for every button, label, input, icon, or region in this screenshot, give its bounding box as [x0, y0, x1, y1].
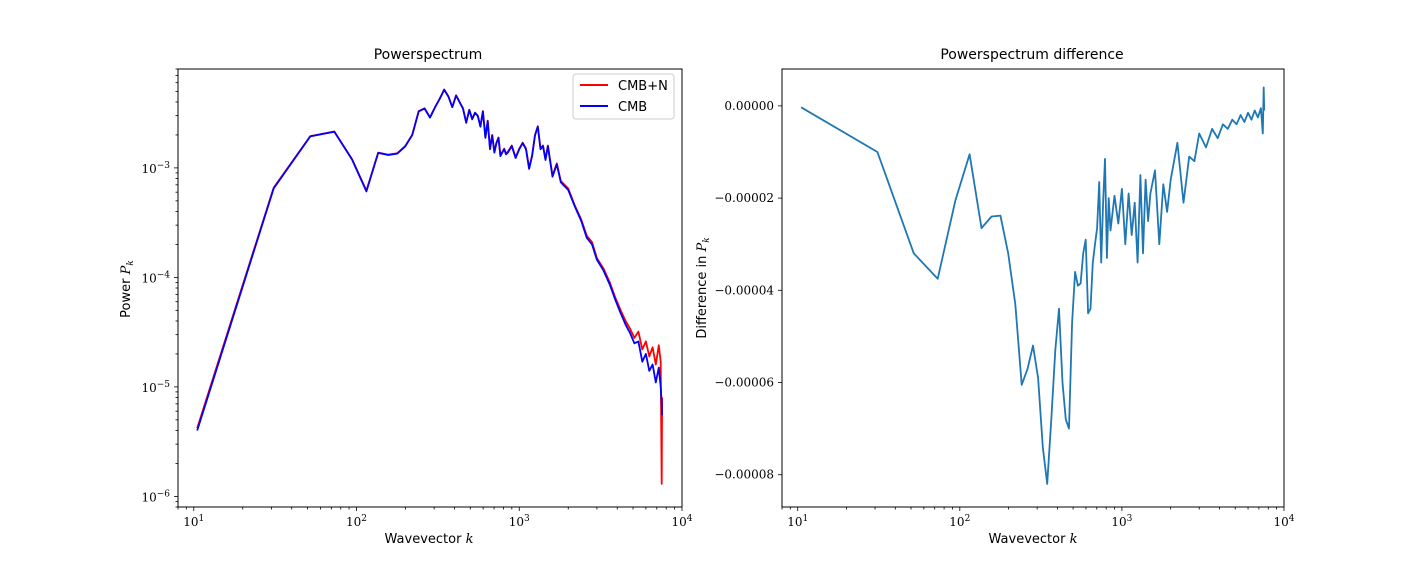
right-x-axis-label-symbol: k: [1070, 532, 1078, 547]
right-x-tick-label-base: 10: [949, 515, 964, 529]
left-y-axis-label-text: Power: [119, 274, 134, 317]
left-x-tick-label: 101: [183, 514, 204, 529]
right-x-tick-label: 102: [949, 514, 970, 529]
left-x-axis-label-text: Wavevector: [385, 532, 466, 547]
right-y-axis-label: Difference in Pk: [695, 237, 712, 338]
left-axes-frame: [177, 68, 683, 508]
right-y-tick-label: 0.00000: [724, 99, 774, 113]
left-chart: Powerspectrum 101 102 103 10410−610−510−410…: [119, 47, 693, 547]
left-y-tick-label: 10−6: [141, 489, 170, 504]
left-x-tick-label: 102: [346, 514, 367, 529]
right-x-tick-label: 101: [787, 514, 808, 529]
right-x-tick-label-exp: 4: [1289, 514, 1295, 524]
left-x-tick-label-exp: 3: [524, 514, 530, 524]
right-axes-frame: [781, 68, 1285, 508]
left-x-tick-label-base: 10: [509, 515, 524, 529]
left-y-axis-label-symbol: P: [119, 265, 134, 275]
left-y-tick-label-exp: −4: [157, 270, 171, 280]
left-x-tick-label-exp: 1: [199, 514, 205, 524]
left-x-axis-label-symbol: k: [466, 532, 474, 547]
left-y-tick-label: 10−3: [141, 161, 170, 176]
legend-label-cmb-n: CMB+N: [618, 79, 668, 94]
left-x-tick-label-base: 10: [183, 515, 198, 529]
left-y-axis-label: Power Pk: [119, 260, 136, 318]
right-x-tick-label-base: 10: [1273, 515, 1288, 529]
left-x-axis-label: Wavevector k: [385, 532, 474, 547]
left-y-tick-label: 10−5: [141, 380, 170, 395]
right-y-axis-label-subscript: k: [702, 237, 712, 242]
left-y-tick-label-exp: −5: [157, 380, 171, 390]
right-x-tick-label-exp: 3: [1127, 514, 1133, 524]
left-y-tick-label-base: 10: [141, 490, 156, 504]
left-y-tick-label-base: 10: [141, 162, 156, 176]
right-chart: Powerspectrum difference 101 102 103 1040.0…: [695, 47, 1295, 547]
right-series-line-0: [800, 86, 1266, 485]
right-plot-area: 101 102 103 1040.00000−0.00002−0.00004−0.00…: [714, 86, 1295, 529]
right-chart-title: Powerspectrum difference: [940, 47, 1123, 63]
left-chart-title: Powerspectrum: [374, 47, 483, 63]
left-y-tick-label-base: 10: [141, 381, 156, 395]
right-x-tick-label-base: 10: [1111, 515, 1126, 529]
left-y-tick-label-base: 10: [141, 271, 156, 285]
left-x-tick-label: 103: [509, 514, 530, 529]
left-y-tick-label-exp: −6: [157, 489, 171, 499]
left-x-tick-label: 104: [671, 514, 692, 529]
left-y-tick-label: 10−4: [141, 270, 170, 285]
right-y-axis-label-text: Difference in: [695, 252, 710, 339]
right-x-tick-label: 103: [1111, 514, 1132, 529]
right-y-tick-label: −0.00008: [714, 468, 774, 482]
right-x-axis-label-text: Wavevector: [989, 532, 1070, 547]
left-x-tick-label-exp: 2: [361, 514, 367, 524]
right-y-axis-label-symbol: P: [695, 243, 710, 253]
right-y-tick-label: −0.00004: [714, 283, 774, 297]
left-legend: CMB+N CMB: [572, 73, 675, 120]
right-x-tick-label-exp: 1: [802, 514, 808, 524]
right-y-tick-label: −0.00002: [714, 191, 774, 205]
left-y-axis-label-subscript: k: [126, 260, 136, 265]
legend-label-cmb: CMB: [618, 100, 647, 115]
left-x-tick-label-base: 10: [346, 515, 361, 529]
left-x-tick-label-base: 10: [671, 515, 686, 529]
right-x-tick-label-exp: 2: [965, 514, 971, 524]
left-x-tick-label-exp: 4: [687, 514, 693, 524]
left-series-line-cmb: [196, 88, 663, 431]
right-x-tick-label: 104: [1273, 514, 1294, 529]
right-y-tick-label: −0.00006: [714, 376, 774, 390]
left-series-line-cmb-n: [196, 88, 663, 485]
right-x-axis-label: Wavevector k: [989, 532, 1078, 547]
right-x-tick-label-base: 10: [787, 515, 802, 529]
left-y-tick-label-exp: −3: [157, 161, 171, 171]
